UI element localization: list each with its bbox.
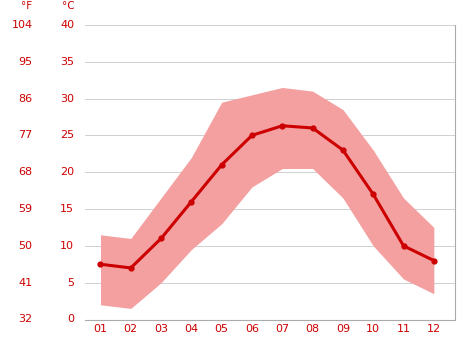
Text: 50: 50 — [18, 241, 33, 251]
Text: 95: 95 — [18, 57, 33, 67]
Text: 25: 25 — [60, 130, 74, 140]
Text: 15: 15 — [60, 204, 74, 214]
Text: 10: 10 — [60, 241, 74, 251]
Text: 59: 59 — [18, 204, 33, 214]
Text: 41: 41 — [18, 278, 33, 288]
Text: 32: 32 — [18, 315, 33, 324]
Text: 68: 68 — [18, 167, 33, 177]
Text: 40: 40 — [60, 20, 74, 30]
Text: 30: 30 — [60, 93, 74, 104]
Text: 20: 20 — [60, 167, 74, 177]
Text: 86: 86 — [18, 93, 33, 104]
Text: 77: 77 — [18, 130, 33, 140]
Text: 5: 5 — [67, 278, 74, 288]
Text: 104: 104 — [11, 20, 33, 30]
Text: °F: °F — [21, 1, 33, 11]
Text: °C: °C — [62, 1, 74, 11]
Text: 35: 35 — [60, 57, 74, 67]
Text: 0: 0 — [67, 315, 74, 324]
